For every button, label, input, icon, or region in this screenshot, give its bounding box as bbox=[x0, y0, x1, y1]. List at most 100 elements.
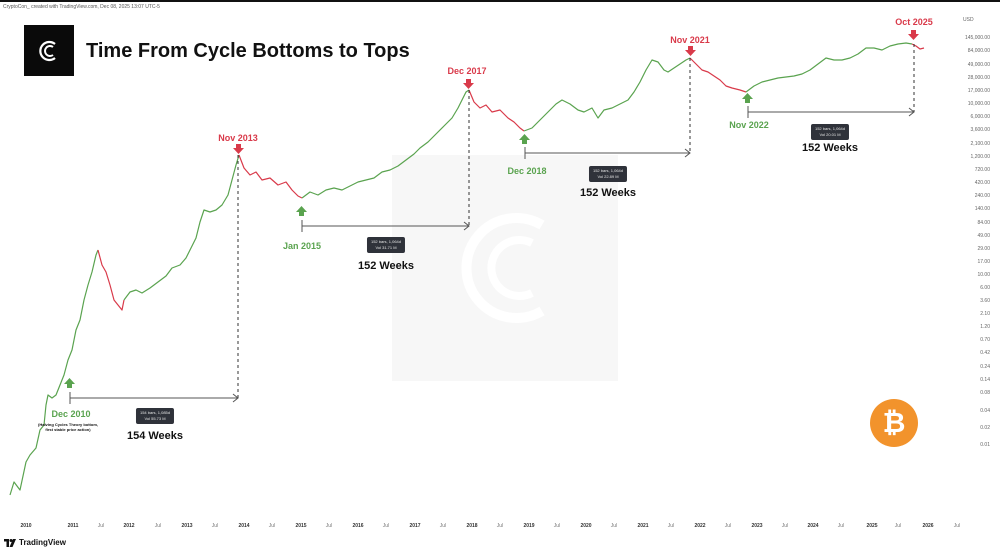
bottom-label-2022: Nov 2022 bbox=[729, 120, 769, 130]
tooltip-volume: Vol 20.01 M bbox=[819, 132, 841, 137]
tooltip-volume: Vol 31.71 M bbox=[375, 245, 397, 250]
x-tick: Jul bbox=[154, 523, 162, 529]
x-tick: Jul bbox=[97, 523, 105, 529]
tooltip-bars: 152 bars, 1,064d bbox=[592, 168, 624, 173]
weeks-label-4: 152 Weeks bbox=[801, 142, 859, 154]
x-tick: Jul bbox=[610, 523, 618, 529]
y-tick: 17,000.00 bbox=[967, 88, 990, 94]
y-tick: 0.01 bbox=[980, 442, 990, 448]
x-tick: 2025 bbox=[866, 523, 878, 529]
y-tick: 49.00 bbox=[977, 233, 990, 239]
x-tick: Jul bbox=[553, 523, 561, 529]
chart-title: Time From Cycle Bottoms to Tops bbox=[86, 40, 410, 62]
x-tick: 2010 bbox=[20, 523, 32, 529]
x-tick: Jul bbox=[724, 523, 732, 529]
bottom-label-2015: Jan 2015 bbox=[282, 241, 322, 251]
measure-tooltip-2: 152 bars, 1,064d Vol 31.71 M bbox=[366, 237, 406, 253]
y-tick: 2.10 bbox=[980, 311, 990, 317]
weeks-label-3: 152 Weeks bbox=[579, 187, 637, 199]
brand-logo bbox=[24, 25, 74, 76]
price-line-2019-2021 bbox=[523, 57, 691, 132]
price-line-2010-2011 bbox=[9, 249, 99, 496]
currency-label: USD bbox=[963, 17, 974, 23]
x-tick: Jul bbox=[837, 523, 845, 529]
y-tick: 28,000.00 bbox=[967, 75, 990, 81]
y-tick: 84,000.00 bbox=[967, 48, 990, 54]
cryptocon-logo-icon bbox=[39, 40, 56, 61]
weeks-label-1: 154 Weeks bbox=[126, 430, 184, 442]
y-tick: 6,000.00 bbox=[970, 114, 990, 120]
x-tick: 2013 bbox=[181, 523, 193, 529]
price-line-2022 bbox=[689, 57, 747, 93]
x-tick: Jul bbox=[667, 523, 675, 529]
tooltip-volume: Vol 55.73 M bbox=[144, 416, 166, 421]
tooltip-bars: 152 bars, 1,064d bbox=[370, 239, 402, 244]
x-tick: 2026 bbox=[922, 523, 934, 529]
top-arrow-icon bbox=[685, 46, 696, 56]
tradingview-brand: TradingView bbox=[19, 538, 66, 547]
y-tick: 0.02 bbox=[980, 425, 990, 431]
measure-tooltip-1: 154 bars, 1,085d Vol 55.73 M bbox=[135, 408, 175, 424]
watermark-panel bbox=[392, 155, 618, 381]
bitcoin-logo-icon: ₿ bbox=[870, 399, 918, 447]
bottom-arrow-icon bbox=[64, 378, 75, 388]
x-tick: Jul bbox=[382, 523, 390, 529]
price-line-2023-2025 bbox=[745, 42, 913, 93]
tradingview-logo-icon bbox=[4, 538, 16, 547]
measure-tooltip-3: 152 bars, 1,064d Vol 22.89 M bbox=[588, 166, 628, 182]
bottom-arrow-icon bbox=[296, 206, 307, 216]
measure-tooltip-4: 152 bars, 1,064d Vol 20.01 M bbox=[810, 124, 850, 140]
bottom-note-2010: (Halving Cycles Theory bottom, first sta… bbox=[38, 422, 98, 432]
weeks-label-2: 152 Weeks bbox=[357, 260, 415, 272]
x-tick: 2015 bbox=[295, 523, 307, 529]
x-tick: 2023 bbox=[751, 523, 763, 529]
bottom-arrow-icon bbox=[742, 93, 753, 103]
top-label-2021: Nov 2021 bbox=[670, 35, 710, 45]
x-tick: 2019 bbox=[523, 523, 535, 529]
x-tick: Jul bbox=[325, 523, 333, 529]
tooltip-bars: 154 bars, 1,085d bbox=[139, 410, 171, 415]
price-line-2011-2012 bbox=[97, 249, 125, 311]
price-line-2015-2017 bbox=[301, 89, 470, 199]
y-tick: 0.08 bbox=[980, 390, 990, 396]
tradingview-footer[interactable]: TradingView bbox=[4, 538, 66, 547]
bottom-label-2018: Dec 2018 bbox=[507, 166, 547, 176]
price-axis[interactable]: 145,000.00 84,000.00 49,000.00 28,000.00… bbox=[955, 0, 1000, 530]
x-tick: 2017 bbox=[409, 523, 421, 529]
x-tick: 2022 bbox=[694, 523, 706, 529]
top-label-2025: Oct 2025 bbox=[895, 17, 933, 27]
time-axis[interactable]: 2010 2011 Jul 2012 Jul 2013 Jul 2014 Jul… bbox=[0, 518, 1000, 532]
top-arrow-icon bbox=[233, 144, 244, 154]
x-tick: Jul bbox=[268, 523, 276, 529]
y-tick: 10.00 bbox=[977, 272, 990, 278]
x-tick: Jul bbox=[781, 523, 789, 529]
x-tick: 2021 bbox=[637, 523, 649, 529]
top-arrow-icon bbox=[463, 79, 474, 89]
chart-credit: CryptoCon_ created with TradingView.com,… bbox=[3, 4, 160, 10]
y-tick: 84.00 bbox=[977, 220, 990, 226]
y-tick: 420.00 bbox=[974, 180, 990, 186]
y-tick: 0.42 bbox=[980, 350, 990, 356]
y-tick: 240.00 bbox=[974, 193, 990, 199]
y-tick: 3,600.00 bbox=[970, 127, 990, 133]
y-tick: 3.60 bbox=[980, 298, 990, 304]
bottom-arrow-icon bbox=[519, 134, 530, 144]
y-tick: 0.14 bbox=[980, 377, 990, 383]
x-tick: 2018 bbox=[466, 523, 478, 529]
y-tick: 49,000.00 bbox=[967, 62, 990, 68]
x-tick: Jul bbox=[439, 523, 447, 529]
x-tick: 2014 bbox=[238, 523, 250, 529]
y-tick: 0.04 bbox=[980, 408, 990, 414]
y-tick: 2,100.00 bbox=[970, 141, 990, 147]
y-tick: 29.00 bbox=[977, 246, 990, 252]
x-tick: 2020 bbox=[580, 523, 592, 529]
tooltip-bars: 152 bars, 1,064d bbox=[814, 126, 846, 131]
y-tick: 145,000.00 bbox=[964, 35, 990, 41]
y-tick: 1.20 bbox=[980, 324, 990, 330]
x-tick: Jul bbox=[211, 523, 219, 529]
y-tick: 1,200.00 bbox=[970, 154, 990, 160]
note-line-2: first stable price action) bbox=[45, 427, 91, 432]
price-line-2018 bbox=[468, 89, 525, 132]
y-tick: 0.24 bbox=[980, 364, 990, 370]
